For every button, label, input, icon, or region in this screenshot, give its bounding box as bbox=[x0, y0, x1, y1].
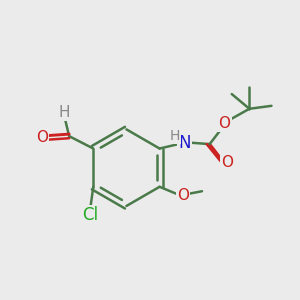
Text: O: O bbox=[177, 188, 189, 203]
Text: H: H bbox=[170, 129, 180, 143]
Text: N: N bbox=[178, 134, 191, 152]
Text: O: O bbox=[221, 155, 233, 170]
Text: H: H bbox=[59, 105, 70, 120]
Text: Cl: Cl bbox=[82, 206, 98, 224]
Text: O: O bbox=[218, 116, 230, 131]
Text: O: O bbox=[36, 130, 48, 145]
